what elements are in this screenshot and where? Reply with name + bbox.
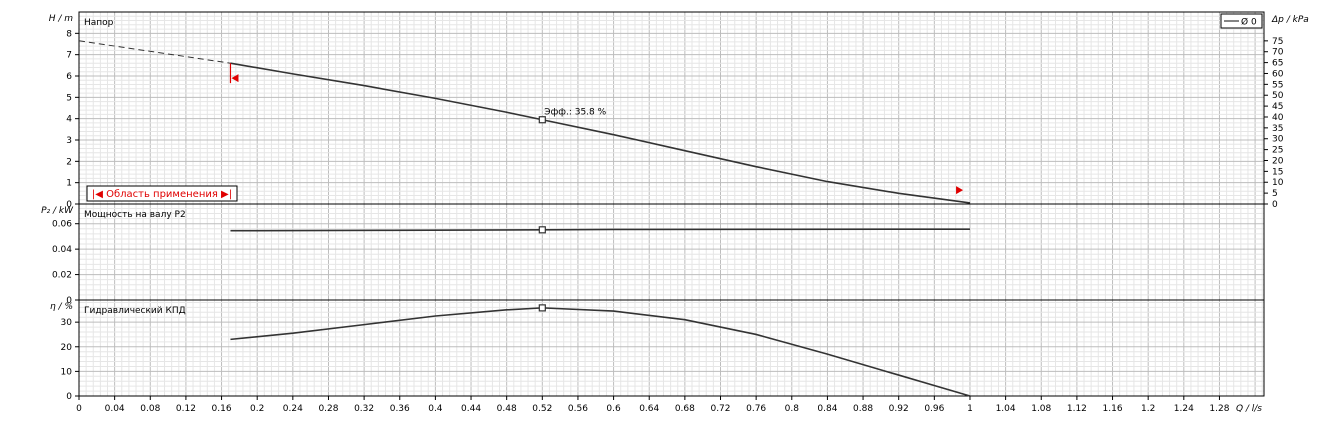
- operating-point-marker: [538, 226, 546, 234]
- y-tick-label: 3: [66, 136, 72, 146]
- x-tick-label: 0.4: [428, 404, 443, 414]
- legend-label: Ø 0: [1241, 17, 1257, 28]
- y-right-tick-label: 70: [1272, 48, 1284, 58]
- y-tick-label: 0.04: [52, 245, 72, 255]
- y-tick-label: 0.06: [52, 220, 72, 230]
- y-right-tick-label: 0: [1272, 200, 1278, 210]
- extrapolated-curve: [78, 40, 231, 64]
- y-right-tick-label: 65: [1272, 59, 1283, 69]
- y-axis-label: η / %: [50, 302, 73, 312]
- y-right-tick-label: 60: [1272, 69, 1284, 79]
- x-tick-label: 0.92: [889, 404, 909, 414]
- y-tick-label: 0: [66, 392, 72, 402]
- x-tick-label: 0.56: [568, 404, 588, 414]
- x-tick-label: 1.12: [1067, 404, 1087, 414]
- x-tick-label: 0.08: [140, 404, 160, 414]
- performance-curve: [230, 307, 971, 397]
- y-right-tick-label: 40: [1272, 113, 1284, 123]
- y-right-tick-label: 25: [1272, 146, 1283, 156]
- y-tick-label: 7: [66, 51, 72, 61]
- y-right-axis-label: Δp / kPa: [1271, 15, 1309, 25]
- y-tick-label: 2: [66, 157, 72, 167]
- y-right-tick-label: 75: [1272, 37, 1283, 47]
- y-right-tick-label: 35: [1272, 124, 1283, 134]
- x-tick-label: 1.28: [1209, 404, 1229, 414]
- x-tick-label: 0.28: [318, 404, 338, 414]
- y-tick-label: 30: [61, 318, 73, 328]
- range-end-arrow-icon: [956, 186, 964, 195]
- y-axis-label: P₂ / kW: [41, 206, 74, 216]
- operating-point-marker: [538, 116, 546, 124]
- y-right-tick-label: 5: [1272, 189, 1278, 199]
- x-tick-label: 1.08: [1031, 404, 1051, 414]
- x-tick-label: 0.88: [853, 404, 873, 414]
- x-tick-label: 0.24: [283, 404, 303, 414]
- range-start-arrow-icon: [231, 74, 239, 83]
- x-axis-label: Q / l/s: [1236, 404, 1262, 414]
- x-tick-label: 0.76: [746, 404, 766, 414]
- y-tick-label: 6: [66, 72, 72, 82]
- x-tick-label: 0.6: [606, 404, 621, 414]
- y-tick-label: 0: [66, 200, 72, 210]
- performance-curve: [230, 228, 970, 232]
- x-tick-label: 0.44: [461, 404, 481, 414]
- x-tick-label: 0.48: [497, 404, 517, 414]
- y-tick-label: 4: [66, 115, 72, 125]
- x-tick-label: 0.32: [354, 404, 374, 414]
- y-right-tick-label: 10: [1272, 178, 1284, 188]
- x-tick-label: 0.8: [785, 404, 800, 414]
- y-right-tick-label: 45: [1272, 102, 1283, 112]
- y-axis-label: H / m: [49, 14, 74, 24]
- y-tick-label: 5: [66, 93, 72, 103]
- x-tick-label: 0.52: [532, 404, 552, 414]
- panel-title: Гидравлический КПД: [84, 306, 186, 316]
- x-tick-label: 1: [967, 404, 973, 414]
- panel-title: Мощность на валу P2: [84, 210, 186, 220]
- y-tick-label: 8: [66, 29, 72, 39]
- y-right-tick-label: 30: [1272, 135, 1284, 145]
- x-tick-label: 0.04: [105, 404, 125, 414]
- panel-title: Напор: [84, 18, 114, 28]
- x-tick-label: 1.24: [1174, 404, 1194, 414]
- x-tick-label: 0.2: [250, 404, 264, 414]
- operating-point-marker: [538, 304, 546, 312]
- y-right-tick-label: 50: [1272, 91, 1284, 101]
- efficiency-annotation: Эфф.: 35.8 %: [544, 108, 606, 118]
- x-tick-label: 0.72: [710, 404, 730, 414]
- x-tick-label: 0.96: [924, 404, 944, 414]
- x-tick-label: 0.84: [817, 404, 837, 414]
- x-tick-label: 1.2: [1141, 404, 1155, 414]
- y-tick-label: 0.02: [52, 271, 72, 281]
- x-tick-label: 0.36: [390, 404, 410, 414]
- x-tick-label: 0: [76, 404, 82, 414]
- operating-range-label: |◀ Область применения ▶|: [92, 189, 232, 200]
- x-tick-label: 0.68: [675, 404, 695, 414]
- y-right-tick-label: 20: [1272, 156, 1284, 166]
- x-tick-label: 1.04: [996, 404, 1016, 414]
- performance-curve: [230, 62, 971, 204]
- operating-range-box: [86, 185, 238, 202]
- x-tick-label: 0.16: [212, 404, 232, 414]
- legend-box: [1220, 13, 1263, 29]
- y-tick-label: 20: [61, 343, 73, 353]
- panel-frame: [78, 299, 1265, 397]
- y-right-tick-label: 15: [1272, 167, 1283, 177]
- x-tick-label: 0.12: [176, 404, 196, 414]
- x-tick-label: 1.16: [1103, 404, 1123, 414]
- y-tick-label: 10: [61, 367, 73, 377]
- y-tick-label: 0: [66, 296, 72, 306]
- x-tick-label: 0.64: [639, 404, 659, 414]
- y-tick-label: 1: [66, 179, 72, 189]
- y-right-tick-label: 55: [1272, 80, 1283, 90]
